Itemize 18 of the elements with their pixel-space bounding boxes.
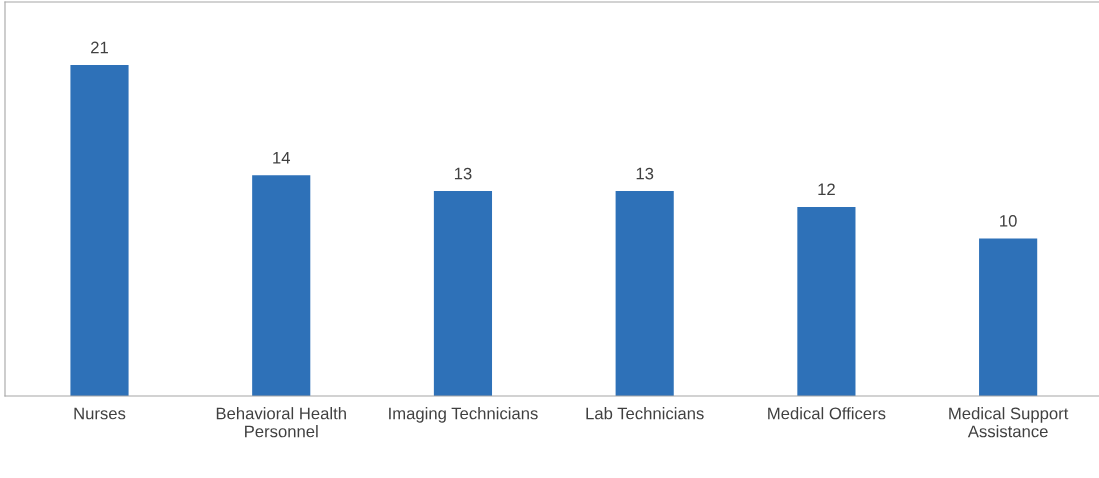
data-label: 13: [636, 167, 654, 180]
x-tick-label: Nurses: [74, 407, 126, 420]
x-tick-label: Behavioral Health Personnel: [216, 407, 346, 438]
x-tick-label: Lab Technicians: [586, 407, 704, 420]
data-label: 13: [454, 167, 472, 180]
bar: [252, 175, 311, 396]
x-tick-label: Imaging Technicians: [389, 407, 538, 423]
bar: [979, 238, 1038, 396]
bar: [433, 191, 493, 396]
data-label: 21: [91, 41, 108, 54]
x-tick-label: Medical Support Assistance: [949, 407, 1069, 438]
bar: [70, 65, 129, 396]
bar: [797, 206, 856, 396]
data-label: 12: [818, 183, 835, 196]
bar: [615, 191, 674, 396]
data-label: 14: [273, 152, 291, 164]
data-label: 10: [1000, 214, 1017, 227]
x-tick-label: Medical Officers: [768, 407, 886, 420]
